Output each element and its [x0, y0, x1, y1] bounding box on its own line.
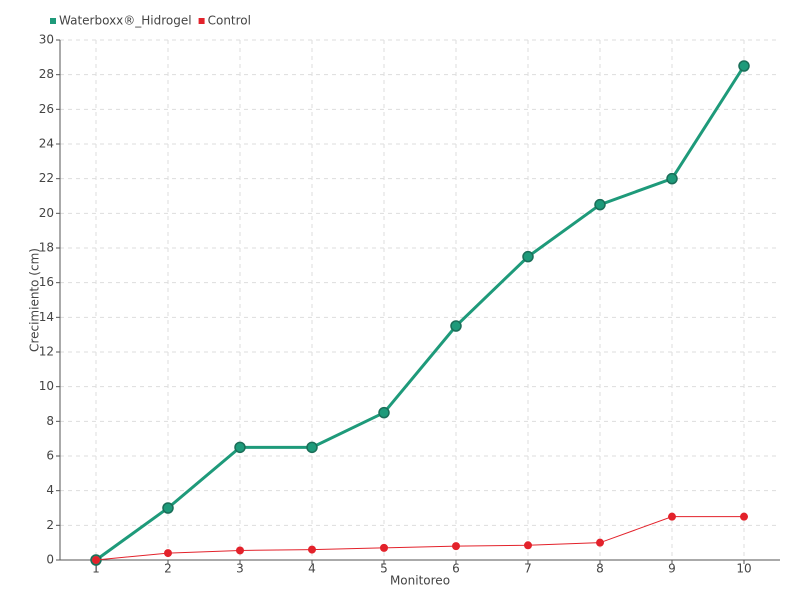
- x-tick-label: 9: [668, 562, 676, 576]
- x-axis-label: Monitoreo: [390, 574, 450, 588]
- point: [452, 542, 460, 551]
- point: [164, 549, 172, 558]
- x-tick-label: 4: [308, 562, 316, 576]
- legend-swatch: [198, 18, 205, 24]
- legend-label: Control: [208, 14, 251, 28]
- point: [740, 512, 748, 521]
- point: [594, 198, 606, 211]
- point: [234, 441, 246, 454]
- y-tick-label: 4: [46, 483, 54, 497]
- point: [236, 546, 244, 555]
- y-tick-label: 26: [39, 102, 54, 116]
- y-tick-label: 8: [46, 414, 54, 428]
- y-tick-label: 16: [39, 275, 54, 289]
- x-tick-label: 6: [452, 562, 460, 576]
- x-tick-label: 3: [236, 562, 244, 576]
- legend-swatch: [50, 18, 56, 24]
- y-tick-label: 12: [39, 345, 54, 359]
- series-line: [95, 516, 744, 561]
- point: [666, 172, 678, 185]
- y-tick-label: 20: [39, 206, 54, 220]
- y-axis-label: Crecimiento (cm): [28, 248, 42, 352]
- y-tick-label: 24: [39, 137, 54, 151]
- y-tick-label: 28: [39, 67, 54, 81]
- x-tick-label: 7: [524, 562, 532, 576]
- point: [92, 556, 100, 564]
- y-tick-label: 2: [46, 518, 54, 532]
- point: [450, 320, 462, 332]
- x-tick-label: 1: [92, 562, 100, 576]
- series-line: [95, 65, 746, 562]
- x-tick-label: 8: [596, 562, 604, 576]
- y-tick-label: 30: [39, 33, 54, 47]
- point: [738, 60, 750, 72]
- x-tick-label: 5: [380, 562, 388, 576]
- y-tick-label: 18: [39, 241, 54, 255]
- point: [522, 250, 534, 263]
- point: [162, 502, 174, 514]
- legend-label: Waterboxx®_Hidrogel: [59, 14, 192, 28]
- y-tick-label: 6: [46, 449, 54, 463]
- y-tick-label: 22: [39, 171, 54, 185]
- y-tick-label: 0: [46, 553, 54, 567]
- y-tick-label: 14: [39, 310, 54, 324]
- point: [524, 541, 532, 550]
- point: [668, 512, 676, 521]
- y-tick-label: 10: [39, 379, 54, 393]
- point: [596, 538, 604, 547]
- point: [308, 545, 316, 554]
- point: [380, 543, 388, 552]
- point: [378, 406, 390, 419]
- x-tick-label: 2: [164, 562, 172, 576]
- point: [306, 441, 318, 454]
- x-tick-label: 10: [736, 562, 751, 576]
